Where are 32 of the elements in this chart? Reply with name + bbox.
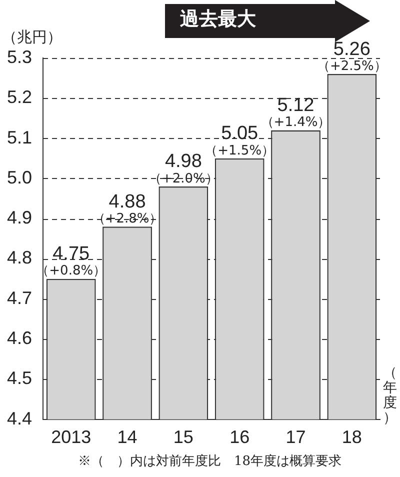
x-tick-label: 14 xyxy=(117,427,138,448)
y-axis-title: （兆円） xyxy=(2,28,62,47)
y-tick-label: 4.5 xyxy=(6,368,32,388)
annotation: （+2.5%） xyxy=(316,58,387,74)
x-axis-title: （年度） xyxy=(382,365,398,426)
y-tick-label: 4.7 xyxy=(6,288,32,308)
y-tick-label: 4.8 xyxy=(6,248,32,268)
x-tick-label: 17 xyxy=(286,427,306,448)
y-tick-label: 4.4 xyxy=(6,408,32,428)
y-tick-label: 5.1 xyxy=(6,127,32,148)
annotation: （+1.5%） xyxy=(204,143,275,158)
x-tick-label: 18 xyxy=(342,427,362,448)
data-label: 5.12 xyxy=(277,95,314,116)
annotation: （+2.0%） xyxy=(148,171,218,186)
text: ※（ ）内は対前年度比 18年度は概算要求 xyxy=(78,453,342,470)
y-tick-label: 4.9 xyxy=(6,208,32,228)
data-label: 4.88 xyxy=(108,191,146,212)
data-label: 5.05 xyxy=(221,123,258,144)
data-label: 4.75 xyxy=(52,244,90,265)
x-tick-label: 15 xyxy=(173,427,194,448)
y-tick-label: 5.3 xyxy=(6,46,32,67)
y-tick-label: 5.0 xyxy=(6,167,32,188)
annotation: （+2.8%） xyxy=(92,212,162,227)
y-tick-label: 4.6 xyxy=(6,328,32,348)
annotation: （+0.8%） xyxy=(36,264,106,279)
data-label: 5.26 xyxy=(333,38,370,60)
data-label: 4.98 xyxy=(164,151,202,172)
annotation: （+1.4%） xyxy=(260,115,331,130)
x-tick-label: 16 xyxy=(230,427,250,448)
y-tick-label: 5.2 xyxy=(6,87,32,108)
text: 過去最大 xyxy=(180,7,256,32)
x-tick-label: 2013 xyxy=(51,427,92,448)
